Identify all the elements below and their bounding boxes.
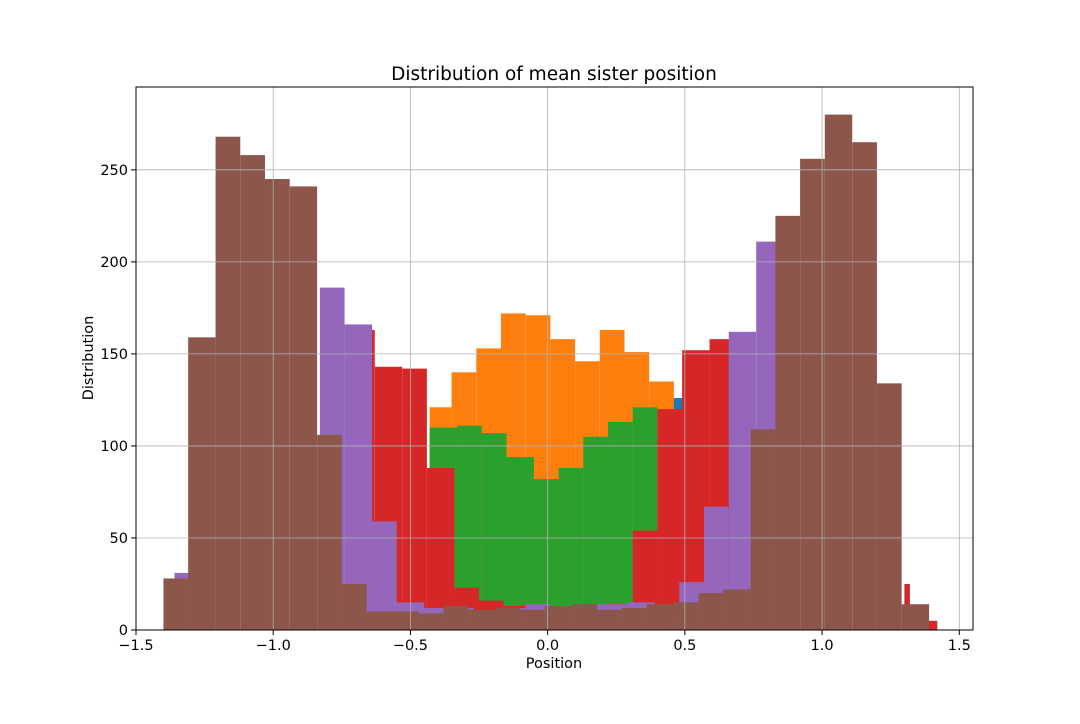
y-tick-label: 50 [110,531,128,547]
histogram-bar [426,468,455,630]
histogram-bar [520,609,545,630]
histogram-bar [264,179,290,630]
x-tick-label: −1.5 [118,638,153,654]
y-tick-label: 100 [100,439,128,455]
histogram-bar [506,456,534,630]
histogram-bar [698,593,724,630]
y-tick-label: 0 [119,623,128,639]
x-tick-label: 0.0 [536,638,559,654]
histogram-bar [468,609,496,630]
histogram-bar [402,368,427,630]
ticks-layer: −1.5 −1.0 −0.5 0.0 0.5 1.0 1.5 0 50 100 150 200 250 [100,163,970,654]
histogram-bar [215,136,241,630]
y-axis-label: Distribution [81,316,97,401]
histogram-bar [495,607,521,630]
x-tick-label: −1.0 [256,638,291,654]
histogram-bar [393,611,419,630]
y-tick-label: 200 [100,255,128,271]
x-axis-label: Position [526,656,582,672]
histogram-bar [750,429,776,630]
histogram-bar [597,609,622,630]
histogram-bar [583,436,609,630]
histogram-bar [572,604,598,630]
histogram-bar [341,583,367,630]
series-6 [163,114,930,631]
histogram-bar [800,158,825,631]
histogram-bar [901,604,930,630]
histogram-bar [163,578,189,630]
histogram-bar [824,114,853,631]
histogram-bar [344,324,372,630]
histogram-bar [317,434,342,630]
bars-layer [163,114,938,631]
x-tick-label: 0.5 [673,638,696,654]
chart-title: Distribution of mean sister position [391,64,717,85]
x-tick-label: 1.5 [948,638,971,654]
histogram-bar [240,155,265,631]
histogram-bar [621,607,647,630]
axes-frame [135,86,974,631]
histogram-bar [558,468,584,630]
y-tick-label: 250 [100,163,128,179]
series-3 [429,407,658,630]
histogram-bar [876,383,902,630]
histogram-bar [646,604,674,630]
histogram-bar [673,602,699,630]
histogram-bar [657,409,683,630]
histogram-bar [723,589,751,630]
y-tick-label: 150 [100,347,128,363]
histogram-bar [852,142,877,630]
histogram-bar [775,215,801,630]
histogram-bar [608,422,633,630]
histogram-bar [188,337,216,630]
histogram-bar [366,611,394,630]
x-tick-label: 1.0 [811,638,834,654]
histogram-bar [418,613,444,630]
histogram-bar [443,606,469,630]
histogram-bar [544,606,573,630]
x-tick-label: −0.5 [393,638,428,654]
histogram-bar [289,186,318,630]
histogram-bar [481,433,507,630]
